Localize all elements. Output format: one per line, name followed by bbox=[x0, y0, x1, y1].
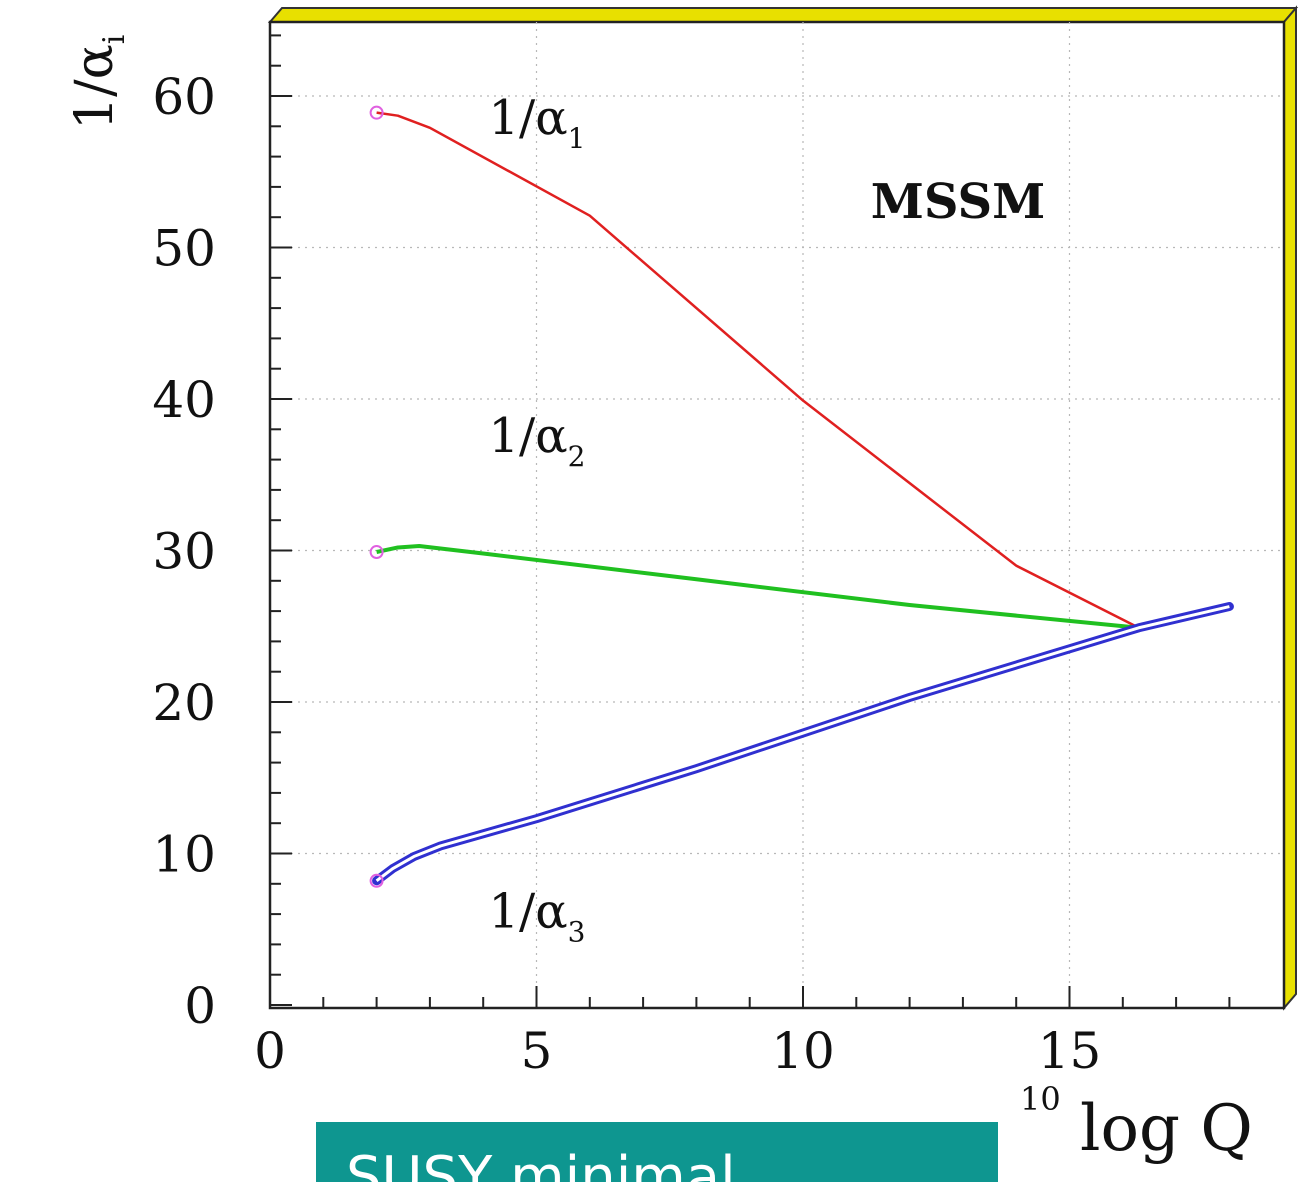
x-tick-label: 15 bbox=[1038, 1022, 1102, 1080]
x-axis-title-superscript: 10 bbox=[1020, 1080, 1061, 1118]
y-tick-label: 30 bbox=[152, 523, 216, 581]
series-label-main: 1/α bbox=[489, 884, 568, 940]
y-tick-label: 50 bbox=[152, 220, 216, 278]
series-label-subscript: 3 bbox=[568, 916, 586, 949]
banner: SUSY minimal bbox=[316, 1122, 998, 1182]
y-axis-title-subscript: i bbox=[97, 35, 132, 45]
x-axis-title-main: log Q bbox=[1080, 1092, 1253, 1166]
frame-top-bevel bbox=[270, 8, 1296, 22]
x-tick-label: 5 bbox=[521, 1022, 553, 1080]
y-tick-label: 40 bbox=[152, 371, 216, 429]
series-label-main: 1/α bbox=[489, 408, 568, 464]
y-tick-label: 10 bbox=[152, 826, 216, 884]
frame-right-bevel bbox=[1284, 8, 1296, 1008]
y-axis-title-main: 1/α bbox=[65, 44, 125, 130]
y-tick-label: 60 bbox=[152, 68, 216, 126]
series-label-main: 1/α bbox=[489, 90, 568, 146]
x-tick-label: 0 bbox=[254, 1022, 286, 1080]
y-tick-label: 0 bbox=[184, 977, 216, 1035]
x-axis-title: 10 log Q bbox=[1020, 1080, 1253, 1166]
series-label-subscript: 1 bbox=[568, 122, 586, 155]
y-axis-title: 1/αi bbox=[65, 35, 132, 130]
y-tick-label: 20 bbox=[152, 674, 216, 732]
banner-text: SUSY minimal bbox=[316, 1150, 998, 1182]
plot-frame bbox=[270, 22, 1284, 1008]
svg-text:1/αi: 1/αi bbox=[65, 35, 132, 130]
x-tick-label: 10 bbox=[771, 1022, 835, 1080]
series-label-subscript: 2 bbox=[568, 440, 586, 473]
model-annotation: MSSM bbox=[871, 174, 1046, 230]
